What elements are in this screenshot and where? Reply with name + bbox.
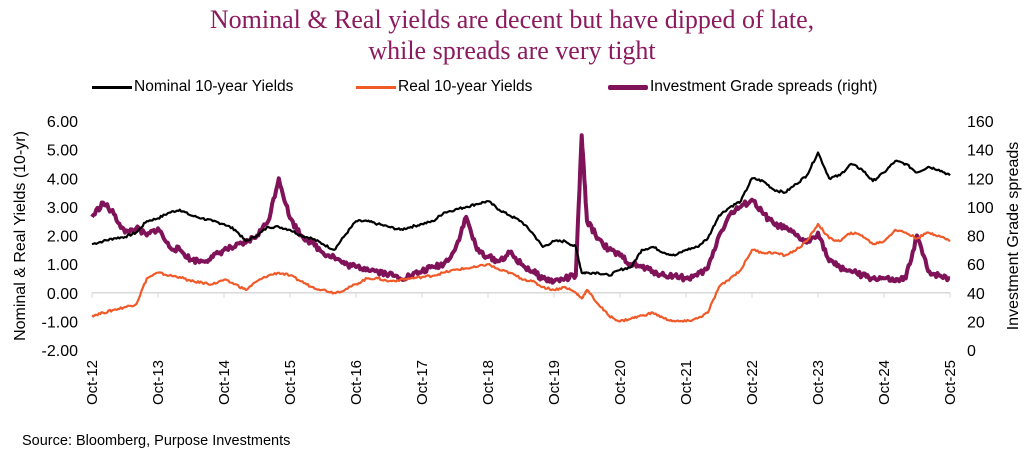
series-group (90, 133, 951, 323)
legend-item-nominal: Nominal 10-year Yields (92, 78, 293, 96)
x-tick-label: Oct-25 (942, 360, 959, 405)
legend-item-real: Real 10-year Yields (356, 78, 532, 96)
y-axis-right-title: Investment Grade spreads (1005, 142, 1022, 331)
y-tick-right: 120 (967, 171, 994, 188)
y-tick-right: 80 (967, 229, 985, 246)
y-tick-left: 2.00 (47, 229, 78, 246)
chart-title-line-2: while spreads are very tight (368, 36, 656, 65)
y-axis-left: 6.00 5.00 4.00 3.00 2.00 1.00 0.00 -1.00 -2.00 (42, 114, 79, 360)
x-tick-label: Oct-22 (744, 360, 761, 405)
source-note: Source: Bloomberg, Purpose Investments (22, 433, 291, 449)
y-tick-left: 5.00 (47, 143, 78, 160)
y-tick-left: 6.00 (47, 114, 78, 131)
legend-item-spreads: Investment Grade spreads (right) (608, 78, 877, 96)
legend-swatch-spreads (608, 84, 648, 90)
y-tick-right: 0 (967, 343, 976, 360)
series-line-real (91, 222, 951, 323)
x-tick-label: Oct-24 (876, 360, 893, 405)
legend-label-real: Real 10-year Yields (398, 78, 533, 95)
x-tick-label: Oct-15 (282, 360, 299, 405)
y-axis-right: 160 140 120 100 80 60 40 20 0 (967, 114, 994, 360)
y-tick-right: 20 (967, 314, 985, 331)
x-axis: Oct-12 Oct-13 Oct-14 Oct-15 Oct-16 Oct-17 Oct-… (84, 292, 959, 405)
y-tick-left: 1.00 (47, 257, 78, 274)
legend-label-spreads: Investment Grade spreads (right) (650, 78, 878, 95)
x-tick-label: Oct-19 (546, 360, 563, 405)
x-tick-label: Oct-17 (414, 360, 431, 405)
y-tick-left: -1.00 (42, 314, 79, 331)
x-tick-label: Oct-16 (348, 360, 365, 405)
x-tick-label: Oct-13 (150, 360, 167, 405)
x-tick-label: Oct-23 (810, 360, 827, 405)
y-tick-left: 0.00 (47, 286, 78, 303)
y-tick-right: 140 (967, 143, 994, 160)
series-line-nominal (91, 151, 951, 277)
chart-title-line-1: Nominal & Real yields are decent but hav… (209, 5, 815, 34)
y-tick-right: 60 (967, 257, 985, 274)
chart-title: Nominal & Real yields are decent but hav… (0, 4, 1024, 66)
x-tick-label: Oct-14 (216, 360, 233, 405)
legend-swatch-nominal (92, 85, 132, 89)
y-tick-right: 40 (967, 286, 985, 303)
y-tick-right: 160 (967, 114, 994, 131)
y-axis-left-title: Nominal & Real Yields (10-yr) (12, 131, 29, 341)
y-tick-left: -2.00 (42, 343, 79, 360)
y-tick-left: 4.00 (47, 171, 78, 188)
legend-swatch-real (356, 85, 396, 89)
legend-label-nominal: Nominal 10-year Yields (134, 78, 294, 95)
x-tick-label: Oct-20 (612, 360, 629, 405)
x-tick-label: Oct-12 (84, 360, 101, 405)
x-tick-label: Oct-21 (678, 360, 695, 405)
y-tick-left: 3.00 (47, 200, 78, 217)
chart-legend: Nominal 10-year Yields Real 10-year Yiel… (0, 78, 1024, 98)
x-tick-label: Oct-18 (480, 360, 497, 405)
y-tick-right: 100 (967, 200, 994, 217)
